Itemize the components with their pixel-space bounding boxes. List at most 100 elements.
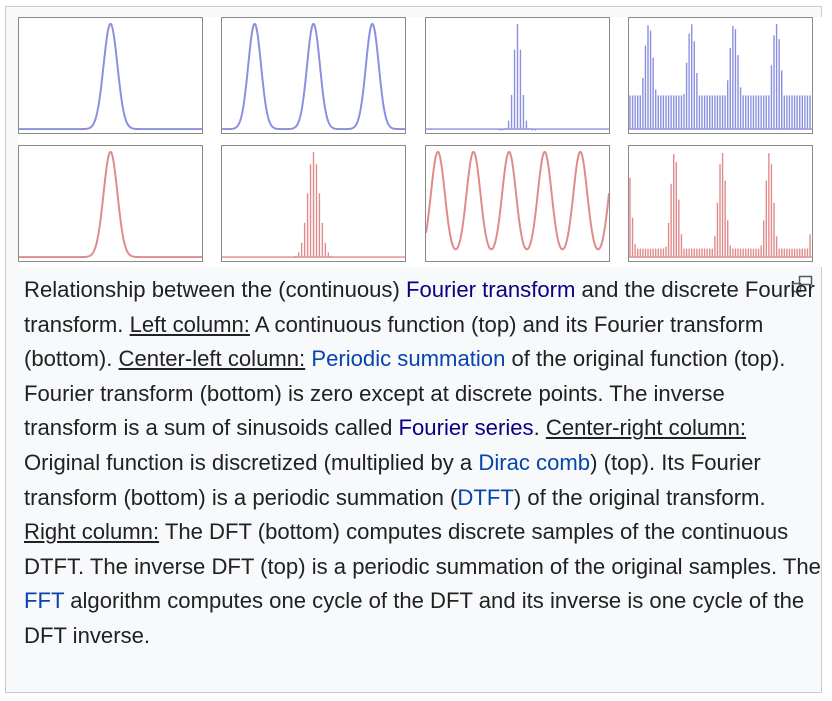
sample-stem	[685, 248, 688, 258]
sample-stem	[788, 95, 791, 130]
sample-stem	[760, 95, 762, 130]
caption-text: .	[533, 415, 546, 441]
sample-stem	[321, 222, 324, 258]
panel-left-top	[18, 17, 203, 134]
sample-stem	[714, 95, 716, 130]
chart-center-right-bottom	[426, 150, 609, 251]
sample-stem	[660, 95, 662, 130]
sample-stem	[678, 199, 680, 258]
panel-right-bottom	[628, 145, 813, 262]
sample-stem	[327, 252, 330, 258]
sample-stem	[703, 248, 706, 258]
sample-stem	[804, 95, 806, 130]
sample-stem	[739, 248, 742, 258]
sample-stem	[752, 95, 755, 130]
chart-right-bottom	[629, 153, 812, 258]
chart-center-left-bottom	[222, 151, 405, 258]
sample-stem	[734, 29, 737, 130]
sample-stem	[507, 120, 510, 130]
caption-text: Original function is discretized (multip…	[24, 449, 479, 475]
sample-stem	[716, 95, 719, 130]
sample-stem	[634, 244, 636, 258]
sample-stem	[688, 248, 690, 258]
sample-stem	[750, 248, 752, 258]
sample-stem	[763, 220, 765, 258]
link-periodic-summation[interactable]: Periodic summation	[311, 346, 506, 372]
sample-stem	[793, 95, 796, 130]
sample-stem	[791, 248, 793, 258]
sample-stem	[657, 95, 659, 130]
sample-stem	[680, 234, 683, 258]
sample-stem	[667, 222, 670, 258]
link-fourier-series[interactable]: Fourier series	[398, 415, 534, 441]
sample-stem	[683, 93, 685, 130]
sample-stem	[644, 45, 647, 130]
label-right-column: Right column:	[24, 519, 160, 545]
sample-stem	[629, 177, 631, 258]
sample-stem	[732, 248, 734, 258]
sample-stem	[727, 80, 729, 130]
sample-stem	[721, 95, 724, 130]
sample-stem	[737, 248, 739, 258]
sample-stem	[809, 95, 811, 130]
curve	[19, 150, 202, 259]
figure-caption: Relationship between the (continuous) Fo…	[24, 273, 822, 654]
sample-stem	[714, 236, 716, 258]
sample-stem	[665, 95, 667, 130]
sample-stem	[706, 95, 708, 130]
magnify-clip-icon[interactable]	[791, 275, 813, 293]
link-fft[interactable]: FFT	[24, 588, 65, 614]
curve	[222, 22, 405, 131]
caption-text: algorithm computes one cycle of the DFT …	[24, 588, 805, 648]
sample-stem	[711, 248, 713, 258]
sample-stem	[791, 95, 793, 130]
sample-stem	[513, 49, 516, 130]
link-dtft[interactable]: DTFT	[457, 484, 514, 510]
sample-stem	[693, 248, 695, 258]
chart-left-top	[19, 22, 202, 131]
sample-stem	[318, 193, 321, 258]
figure-image[interactable]	[18, 17, 823, 267]
sample-stem	[747, 248, 749, 258]
sample-stem	[752, 248, 755, 258]
caption-text: A continuous function (top) and its Four…	[24, 311, 764, 372]
sample-stem	[804, 248, 806, 258]
chart-right-top	[629, 23, 812, 130]
sample-stem	[649, 248, 652, 258]
sample-stem	[688, 33, 690, 130]
sample-stem	[662, 95, 665, 130]
sample-stem	[775, 236, 778, 258]
sample-stem	[657, 248, 659, 258]
sample-stem	[673, 95, 675, 130]
sample-stem	[295, 255, 297, 258]
sample-stem	[522, 94, 525, 130]
sample-stem	[701, 95, 703, 130]
sample-stem	[678, 95, 680, 130]
link-dirac-comb[interactable]: Dirac comb	[478, 449, 591, 475]
sample-stem	[724, 95, 726, 130]
panel-center-left-top	[221, 17, 406, 134]
sample-stem	[670, 95, 672, 130]
sample-stem	[510, 94, 513, 130]
sample-stem	[639, 95, 641, 130]
sample-stem	[801, 95, 803, 130]
sample-stem	[665, 246, 667, 258]
sample-stem	[765, 95, 767, 130]
sample-stem	[783, 95, 785, 130]
sample-stem	[809, 234, 811, 258]
sample-stem	[647, 25, 649, 130]
caption-text: of the original function (top). Fourier …	[24, 346, 786, 441]
link-fourier-transform[interactable]: Fourier transform	[405, 277, 576, 302]
sample-stem	[763, 95, 765, 130]
sample-stem	[729, 47, 731, 130]
sample-stem	[698, 95, 701, 130]
sample-stem	[698, 248, 701, 258]
sample-stem	[757, 248, 760, 258]
sample-stem	[662, 248, 665, 258]
sample-stem	[312, 151, 315, 258]
sample-stem	[742, 248, 744, 258]
sample-stem	[729, 245, 731, 258]
sample-stem	[670, 183, 672, 258]
sample-stem	[755, 95, 757, 130]
sample-stem	[781, 70, 783, 130]
